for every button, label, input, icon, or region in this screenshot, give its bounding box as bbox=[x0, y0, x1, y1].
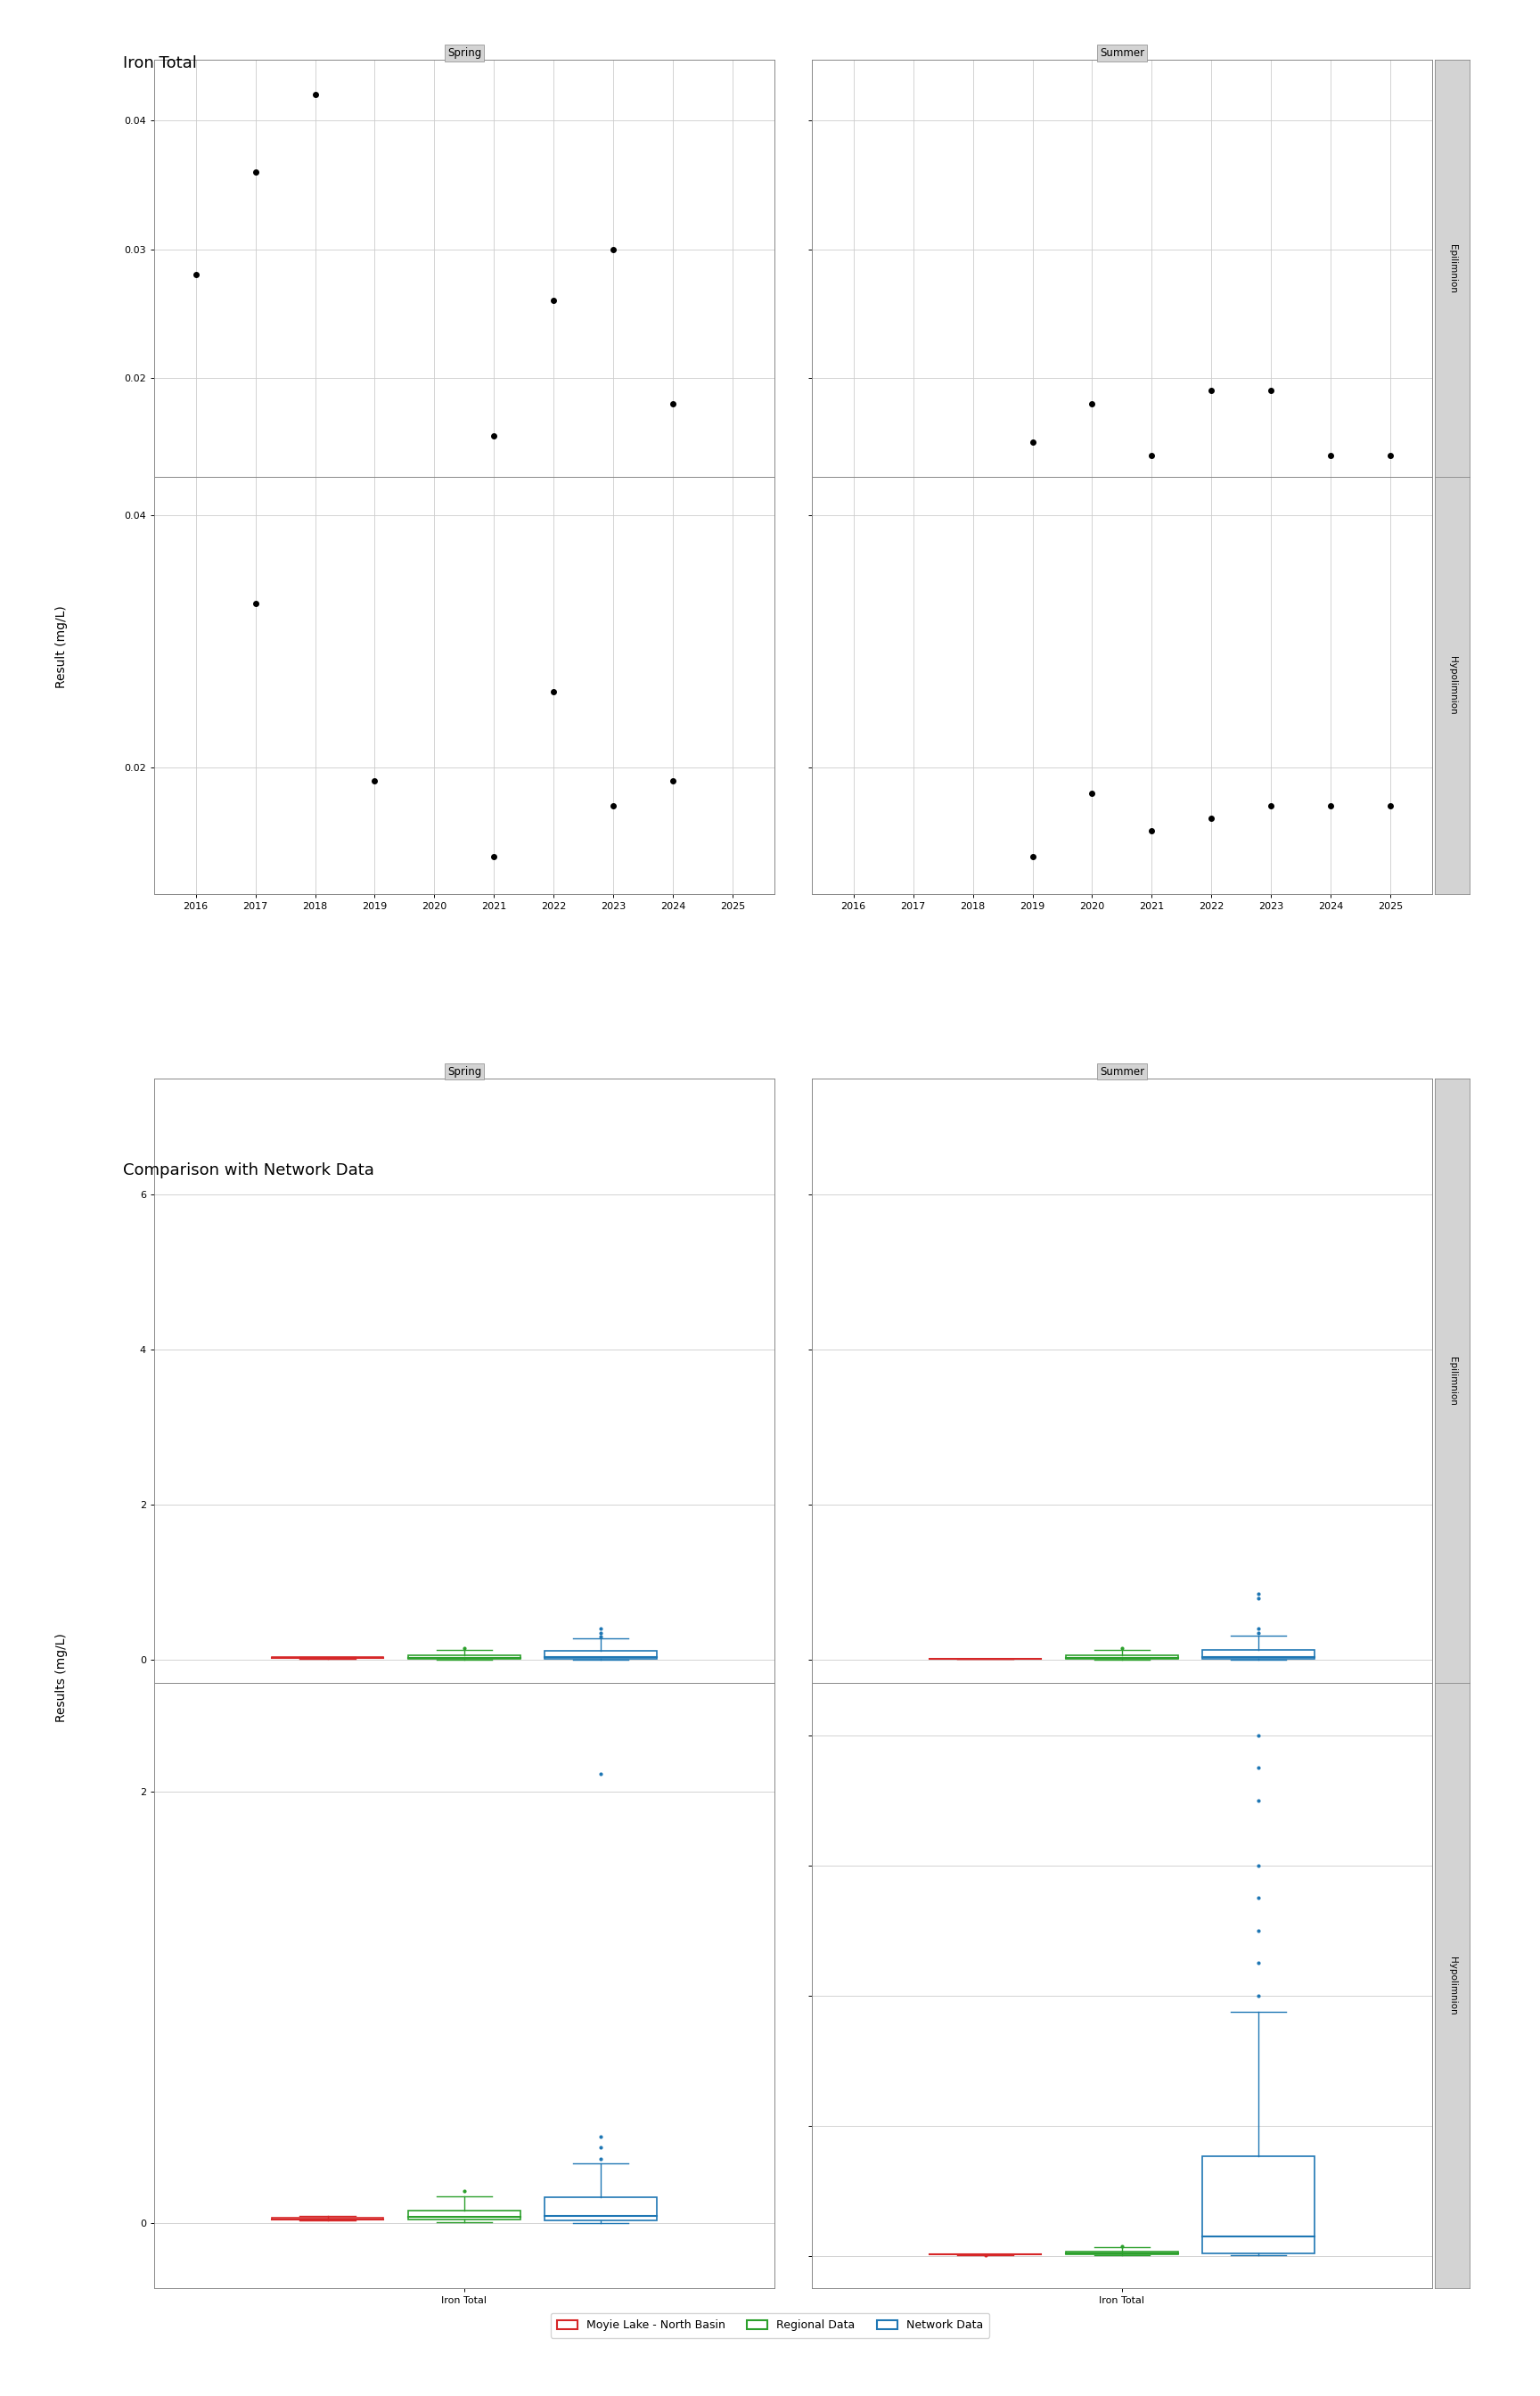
Point bbox=[1378, 436, 1403, 474]
Title: Summer: Summer bbox=[1100, 48, 1144, 60]
Text: Iron Total: Iron Total bbox=[123, 55, 197, 72]
Point bbox=[1258, 371, 1283, 410]
Point bbox=[1140, 812, 1164, 851]
Text: Epilimnion: Epilimnion bbox=[1448, 1356, 1457, 1404]
Bar bbox=[1066, 2252, 1178, 2255]
Text: Epilimnion: Epilimnion bbox=[1448, 244, 1457, 292]
Point bbox=[1200, 371, 1224, 410]
Point bbox=[601, 230, 625, 268]
Title: Summer: Summer bbox=[1100, 1066, 1144, 1078]
Point bbox=[243, 153, 268, 192]
Bar bbox=[545, 1651, 656, 1658]
Text: Hypolimnion: Hypolimnion bbox=[1448, 1958, 1457, 2015]
Text: Result (mg/L): Result (mg/L) bbox=[55, 606, 68, 688]
Point bbox=[1080, 383, 1104, 422]
Point bbox=[1318, 436, 1343, 474]
Point bbox=[1080, 774, 1104, 812]
Point bbox=[1318, 786, 1343, 824]
Bar bbox=[1066, 1656, 1178, 1658]
Point bbox=[243, 585, 268, 623]
Bar bbox=[408, 2212, 521, 2219]
Point bbox=[1378, 786, 1403, 824]
Bar bbox=[408, 1656, 521, 1658]
Text: Hypolimnion: Hypolimnion bbox=[1448, 657, 1457, 714]
Point bbox=[362, 762, 387, 800]
Text: Comparison with Network Data: Comparison with Network Data bbox=[123, 1162, 374, 1179]
Bar bbox=[1203, 1648, 1314, 1658]
Point bbox=[1019, 836, 1044, 875]
Point bbox=[482, 417, 507, 455]
Point bbox=[482, 836, 507, 875]
Legend: Moyie Lake - North Basin, Regional Data, Network Data: Moyie Lake - North Basin, Regional Data,… bbox=[550, 2312, 990, 2338]
Point bbox=[661, 762, 685, 800]
Point bbox=[542, 673, 567, 712]
Point bbox=[661, 383, 685, 422]
Bar bbox=[545, 2197, 656, 2221]
Point bbox=[303, 77, 328, 115]
Point bbox=[1019, 424, 1044, 462]
Point bbox=[1140, 436, 1164, 474]
Title: Spring: Spring bbox=[447, 48, 482, 60]
Point bbox=[601, 786, 625, 824]
Point bbox=[183, 256, 208, 295]
Point bbox=[542, 280, 567, 319]
Point bbox=[1200, 800, 1224, 839]
Title: Spring: Spring bbox=[447, 1066, 482, 1078]
Bar bbox=[1203, 2156, 1314, 2252]
Text: Results (mg/L): Results (mg/L) bbox=[55, 1632, 68, 1723]
Point bbox=[1258, 786, 1283, 824]
